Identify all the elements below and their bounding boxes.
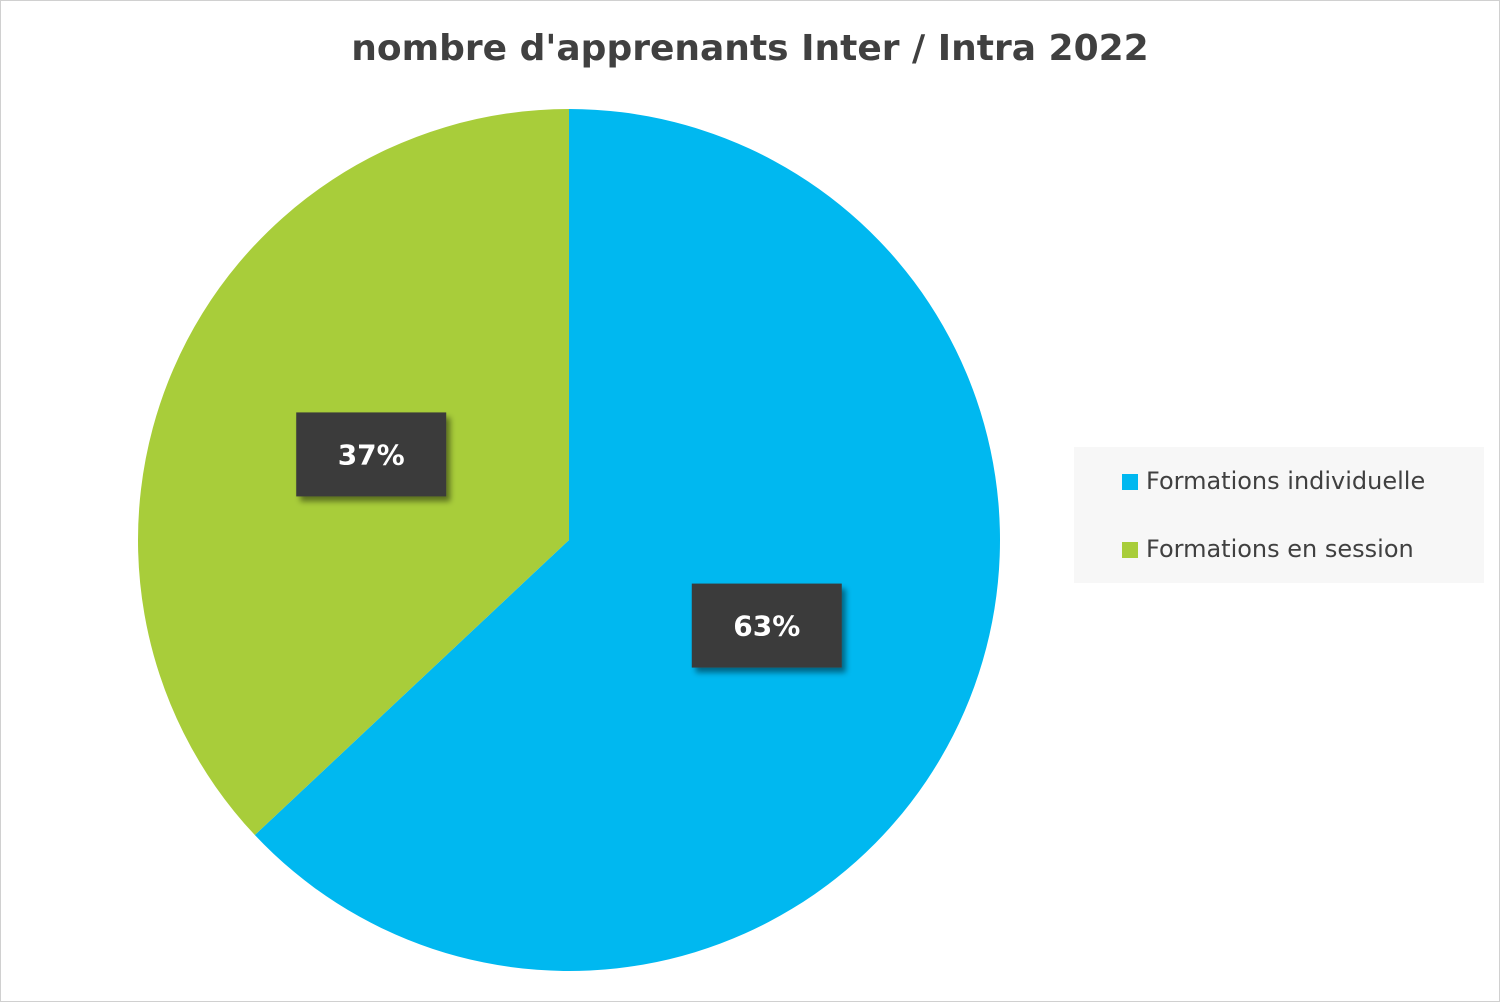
legend-swatch — [1122, 474, 1138, 490]
legend-swatch — [1122, 542, 1138, 558]
chart-title: nombre d'apprenants Inter / Intra 2022 — [351, 28, 1148, 69]
data-label-box — [691, 583, 842, 668]
data-label-box — [296, 412, 447, 497]
data-label: 63% — [733, 610, 800, 643]
legend-label: Formations individuelle — [1146, 467, 1425, 495]
legend-box — [1074, 447, 1484, 583]
data-label: 37% — [338, 438, 405, 471]
legend-label: Formations en session — [1146, 535, 1414, 563]
pie-slice — [254, 109, 1000, 971]
